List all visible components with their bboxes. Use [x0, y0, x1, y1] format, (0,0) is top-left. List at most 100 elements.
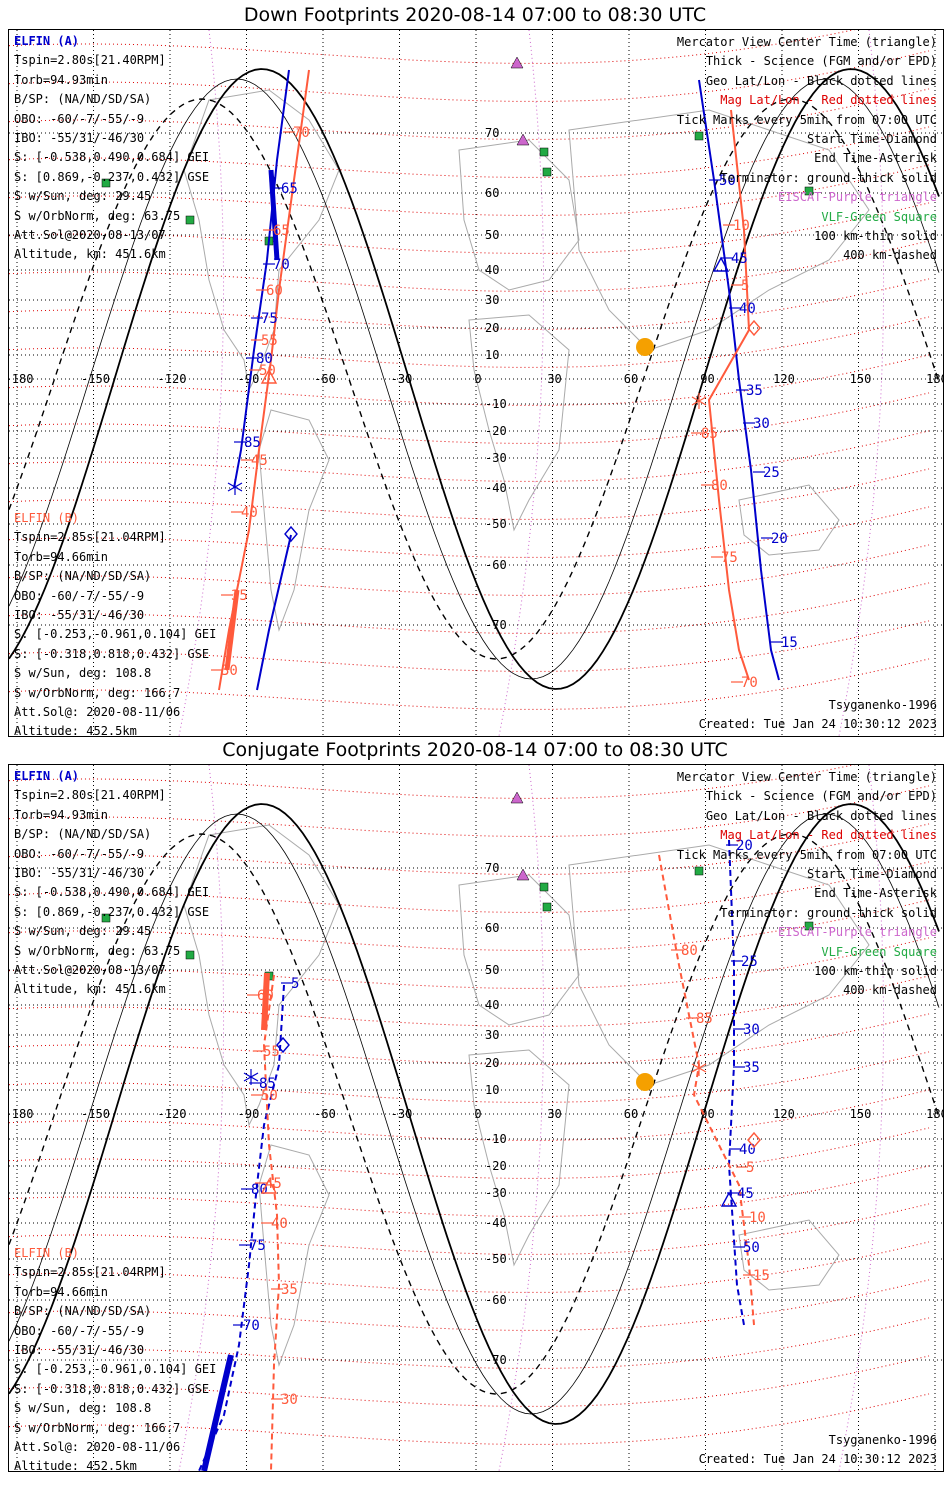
lat-tick-label: -20 — [485, 424, 507, 438]
elfin-header: ELFIN (B) — [14, 1246, 80, 1260]
mag-lon-line — [838, 765, 885, 1471]
legend-line: Mag Lat/Lon - Red dotted lines — [720, 93, 937, 108]
terminator-100km-line — [9, 78, 940, 680]
info-line: S w/Sun, deg: 29.45 — [14, 189, 152, 204]
elfin-b-time-label: 55 — [261, 333, 278, 349]
lon-tick-label: -180 — [9, 1107, 33, 1121]
elfin-b-time-label: 60 — [257, 988, 274, 1004]
lon-tick-label: 30 — [547, 372, 561, 386]
mag-lat-line — [9, 1241, 930, 1293]
mag-lon-line — [498, 30, 545, 736]
elfin-a-track — [256, 534, 292, 691]
info-line: S: [-0.318,0.818,0.432] GSE — [14, 1381, 210, 1396]
elfin-a-time-label: 50 — [743, 1240, 760, 1256]
lat-tick-label: -70 — [485, 1353, 507, 1367]
start-time-diamond-icon — [276, 1036, 290, 1054]
mag-lat-line — [9, 50, 930, 102]
lat-tick-label: -70 — [485, 618, 507, 632]
elfin-b-time-label: 55 — [263, 1044, 280, 1060]
continent-outline — [258, 409, 330, 632]
mag-lat-line — [9, 1393, 930, 1445]
terminator-400km-line — [9, 833, 940, 1395]
elfin-a-time-label: 15 — [781, 635, 798, 651]
mag-lat-line — [9, 316, 930, 368]
info-line: B/SP: (NA/ND/SD/SA) — [14, 569, 152, 584]
info-line: Tspin=2.80s[21.40RPM] — [14, 53, 166, 68]
info-line: S: [0.869,-0.237,0.432] GSE — [14, 169, 210, 184]
info-line: S: [-0.538,0.490,0.684] GEI — [14, 885, 210, 900]
eiscat-marker-icon — [516, 868, 530, 881]
mag-lat-line — [9, 164, 930, 216]
eiscat-marker-icon — [510, 791, 524, 804]
elfin-b-time-label: 75 — [721, 550, 738, 566]
info-line: IBO: -55/31/-46/30 — [14, 131, 145, 146]
info-line: Altitude, km: 451.6km — [14, 982, 166, 997]
vlf-marker-icon — [185, 215, 195, 225]
lat-tick-label: -50 — [485, 517, 507, 531]
legend-line: Mag Lat/Lon - Red dotted lines — [720, 828, 937, 843]
elfin-a-time-label: 20 — [736, 838, 753, 854]
mag-lat-line — [9, 620, 930, 672]
info-line: OBO: -60/-7/-55/-9 — [14, 846, 145, 861]
vlf-marker-icon — [539, 882, 549, 892]
info-line: Tspin=2.85s[21.04RPM] — [14, 1265, 166, 1280]
lon-tick-label: 90 — [700, 1107, 714, 1121]
mag-lat-line — [9, 1051, 930, 1103]
terminator-ground-line — [9, 803, 940, 1425]
info-line: Torb=94.93min — [14, 72, 108, 87]
lon-tick-label: 60 — [624, 1107, 638, 1121]
center-time-triangle-icon — [712, 256, 730, 272]
info-line: B/SP: (NA/ND/SD/SA) — [14, 827, 152, 842]
lat-tick-label: 10 — [485, 1083, 499, 1097]
mag-lat-line — [9, 392, 930, 444]
elfin-a-time-label: 40 — [739, 1142, 756, 1158]
lon-tick-label: -120 — [158, 372, 187, 386]
legend-line: EISCAT-Purple triangle — [778, 190, 937, 205]
elfin-a-time-label: 35 — [746, 383, 763, 399]
center-time-triangle-icon — [260, 1178, 278, 1194]
elfin-header: ELFIN (A) — [14, 34, 80, 48]
lat-tick-label: 70 — [485, 126, 499, 140]
lat-tick-label: -60 — [485, 1293, 507, 1307]
mag-lat-line — [9, 30, 856, 64]
lon-tick-label: 150 — [850, 1107, 872, 1121]
lon-tick-label: -60 — [314, 1107, 336, 1121]
elfin-b-time-label: 65 — [273, 223, 290, 239]
legend-line: EISCAT-Purple triangle — [778, 925, 937, 940]
lon-tick-label: 0 — [474, 372, 481, 386]
mag-lat-line — [9, 1203, 930, 1255]
info-line: Att.Sol@2020-08-13/07 — [14, 228, 166, 243]
elfin-a-time-label: 35 — [743, 1060, 760, 1076]
mag-lat-line — [9, 975, 930, 1027]
eiscat-marker-icon — [516, 133, 530, 146]
legend-line: Tick Marks every 5min from 07:00 UTC — [676, 847, 937, 862]
lat-tick-label: -10 — [485, 397, 507, 411]
info-line: S: [-0.318,0.818,0.432] GSE — [14, 646, 210, 661]
vlf-marker-icon — [539, 147, 549, 157]
elfin-b-time-label: 40 — [271, 1216, 288, 1232]
lon-tick-label: 30 — [547, 1107, 561, 1121]
lat-tick-label: 30 — [485, 1028, 499, 1042]
legend-line: Mercator View Center Time (triangle) — [676, 770, 937, 784]
mag-lat-line — [9, 1317, 930, 1369]
mag-lat-line — [9, 468, 930, 520]
mag-lat-line — [9, 765, 856, 799]
eiscat-marker-icon — [510, 56, 524, 69]
elfin-a-time-label: 80 — [256, 351, 273, 367]
info-line: Torb=94.66min — [14, 1284, 108, 1299]
elfin-a-info-block: ELFIN (A) Tspin=2.80s[21.40RPM] Torb=94.93… — [14, 767, 209, 1000]
elfin-a-time-label: 75 — [261, 311, 278, 327]
elfin-a-time-label: 50 — [719, 173, 736, 189]
info-line: S w/OrbNorm, deg: 63.75 — [14, 943, 181, 958]
center-time-triangle-icon — [260, 368, 278, 384]
lat-tick-label: -30 — [485, 1186, 507, 1200]
elfin-b-time-label: 40 — [241, 505, 258, 521]
down-footprints-map: -180 -150 -120 -90 -60 -30 0 30 60 90 120 150 180 -70… — [9, 30, 943, 736]
elfin-a-time-label: 85 — [259, 1076, 276, 1092]
info-line: Att.Sol@: 2020-08-11/06 — [14, 705, 181, 720]
info-line: OBO: -60/-7/-55/-9 — [14, 1323, 145, 1338]
info-line: Att.Sol@: 2020-08-11/06 — [14, 1440, 181, 1455]
legend-block: Mercator View Center Time (triangle) Thic… — [677, 33, 937, 266]
elfin-a-time-label: 85 — [244, 435, 261, 451]
continent-outline — [183, 824, 340, 1127]
